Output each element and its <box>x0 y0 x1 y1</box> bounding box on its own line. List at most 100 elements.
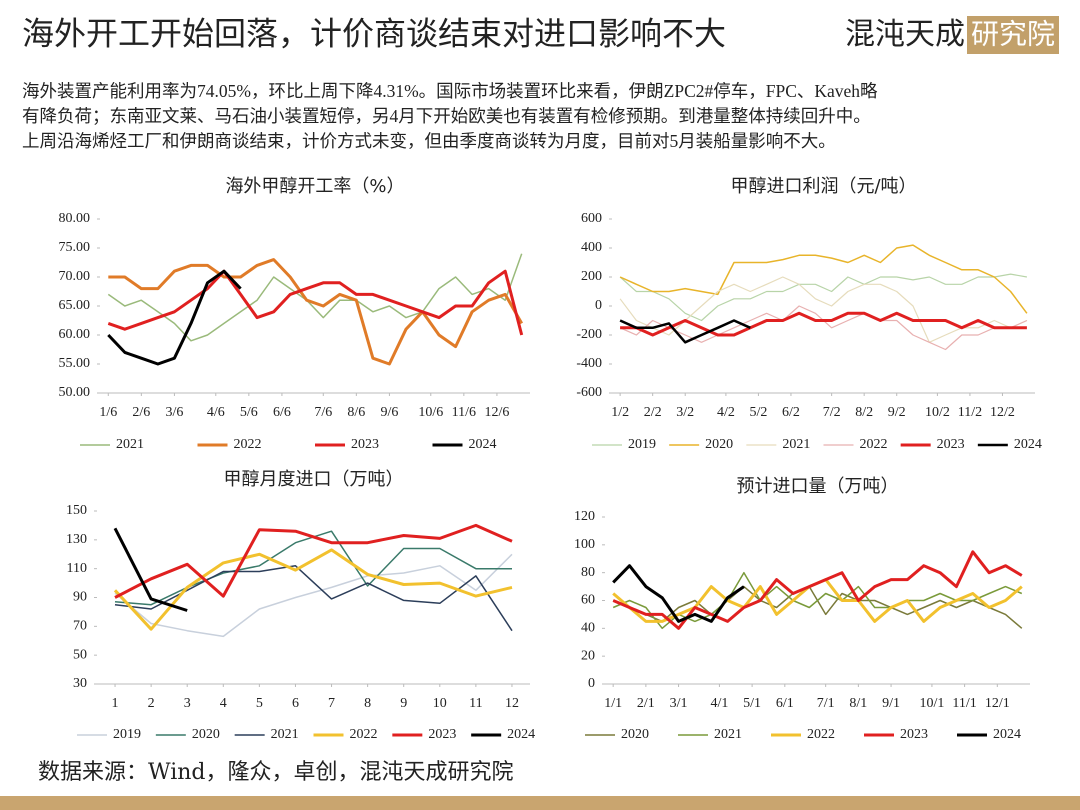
x-tick-label: 3/6 <box>165 405 183 420</box>
x-tick-label: 5/6 <box>240 405 258 420</box>
y-tick-label: 0 <box>588 676 595 691</box>
x-tick-label: 11/2 <box>958 405 982 420</box>
x-tick-label: 8/2 <box>855 405 873 420</box>
x-tick-label: 11/1 <box>952 696 976 711</box>
series-line <box>619 319 751 344</box>
series-line <box>114 565 513 632</box>
y-tick-label: -400 <box>576 356 602 371</box>
x-tick-label: 6/1 <box>776 696 794 711</box>
y-tick-label: 0 <box>595 298 602 313</box>
legend-label: 2023 <box>937 437 965 452</box>
legend-label: 2019 <box>628 437 656 452</box>
legend-label: 2019 <box>113 727 141 742</box>
y-tick-label: 50.00 <box>59 385 91 400</box>
chart-title: 海外甲醇开工率（%） <box>225 176 404 197</box>
page-title: 海外开工开始回落，计价商谈结束对进口影响不大 <box>22 15 726 53</box>
x-tick-label: 3/1 <box>670 696 688 711</box>
x-tick-label: 1/6 <box>99 405 117 420</box>
x-tick-label: 11/6 <box>452 405 476 420</box>
y-tick-label: 75.00 <box>59 240 91 255</box>
x-tick-label: 1/2 <box>611 405 629 420</box>
x-tick-label: 12/1 <box>985 696 1010 711</box>
series-line <box>108 258 524 366</box>
x-tick-label: 2/1 <box>637 696 655 711</box>
x-tick-label: 7/1 <box>817 696 835 711</box>
y-tick-label: 110 <box>67 561 87 576</box>
legend-label: 2021 <box>271 727 299 742</box>
chart-title: 甲醇进口利润（元/吨） <box>730 176 916 197</box>
y-tick-label: -600 <box>576 385 602 400</box>
x-tick-label: 1/1 <box>604 696 622 711</box>
y-tick-label: 80 <box>581 565 595 580</box>
x-tick-label: 9/1 <box>882 696 900 711</box>
x-tick-label: 2/6 <box>132 405 150 420</box>
series-line <box>619 244 1028 314</box>
legend-label: 2021 <box>782 437 810 452</box>
x-tick-label: 6/2 <box>782 405 800 420</box>
x-tick-label: 7 <box>328 696 335 711</box>
legend-label: 2023 <box>351 437 379 452</box>
y-tick-label: 200 <box>581 269 602 284</box>
x-tick-label: 5/2 <box>749 405 767 420</box>
series-line <box>114 553 513 638</box>
legend-label: 2024 <box>1014 437 1042 452</box>
series-line <box>107 269 242 366</box>
y-tick-label: 65.00 <box>59 298 91 313</box>
y-tick-label: 80.00 <box>59 211 91 226</box>
y-tick-label: 55.00 <box>59 356 91 371</box>
footer-bar <box>0 796 1080 810</box>
series-line <box>107 269 524 336</box>
y-tick-label: 20 <box>581 648 595 663</box>
legend-label: 2021 <box>714 727 742 742</box>
x-tick-label: 4/1 <box>710 696 728 711</box>
series-line <box>612 571 1023 630</box>
x-tick-label: 9/2 <box>888 405 906 420</box>
x-tick-label: 7/6 <box>314 405 332 420</box>
x-tick-label: 6 <box>292 696 299 711</box>
series-line <box>113 548 513 631</box>
legend-label: 2023 <box>900 727 928 742</box>
x-tick-label: 6/6 <box>273 405 291 420</box>
y-tick-label: 120 <box>574 509 595 524</box>
x-tick-label: 7/2 <box>823 405 841 420</box>
x-tick-label: 3 <box>184 696 191 711</box>
x-tick-label: 10/2 <box>925 405 950 420</box>
x-tick-label: 10 <box>433 696 447 711</box>
x-tick-label: 12/6 <box>484 405 509 420</box>
y-tick-label: 70.00 <box>59 269 91 284</box>
series-line <box>107 253 523 342</box>
y-tick-label: 150 <box>66 503 87 518</box>
source-note: 数据来源：Wind，隆众，卓创，混沌天成研究院 <box>38 760 514 785</box>
legend-label: 2022 <box>860 437 888 452</box>
series-line <box>619 276 1028 343</box>
legend-label: 2020 <box>192 727 220 742</box>
y-tick-label: 100 <box>574 537 595 552</box>
x-tick-label: 5/1 <box>743 696 761 711</box>
y-tick-label: 600 <box>581 211 602 226</box>
summary-line: 上周沿海烯烃工厂和伊朗商谈结束，计价方式未变，但由季度商谈转为月度，目前对5月装… <box>22 131 836 151</box>
y-tick-label: 60.00 <box>59 327 91 342</box>
x-tick-label: 4/2 <box>717 405 735 420</box>
series-line <box>612 550 1023 630</box>
x-tick-label: 4/6 <box>207 405 225 420</box>
x-tick-label: 12 <box>505 696 519 711</box>
series-line <box>612 585 1023 629</box>
x-tick-label: 11 <box>469 696 482 711</box>
legend-label: 2022 <box>807 727 835 742</box>
y-tick-label: 30 <box>73 676 87 691</box>
legend-label: 2024 <box>469 437 497 452</box>
legend-label: 2023 <box>428 727 456 742</box>
series-line <box>619 273 1028 322</box>
x-tick-label: 9/6 <box>380 405 398 420</box>
summary-line: 有降负荷；东南亚文莱、马石油小装置短停，另4月下开始欧美也有装置有检修预期。到港… <box>22 106 871 126</box>
x-tick-label: 8/1 <box>849 696 867 711</box>
logo-text: 混沌天成 <box>845 17 965 52</box>
x-tick-label: 10/6 <box>418 405 443 420</box>
x-tick-label: 8 <box>364 696 371 711</box>
series-line <box>612 564 745 623</box>
x-tick-label: 8/6 <box>347 405 365 420</box>
y-tick-label: 90 <box>73 590 87 605</box>
x-tick-label: 4 <box>220 696 227 711</box>
x-tick-label: 2/2 <box>644 405 662 420</box>
legend-label: 2024 <box>507 727 535 742</box>
